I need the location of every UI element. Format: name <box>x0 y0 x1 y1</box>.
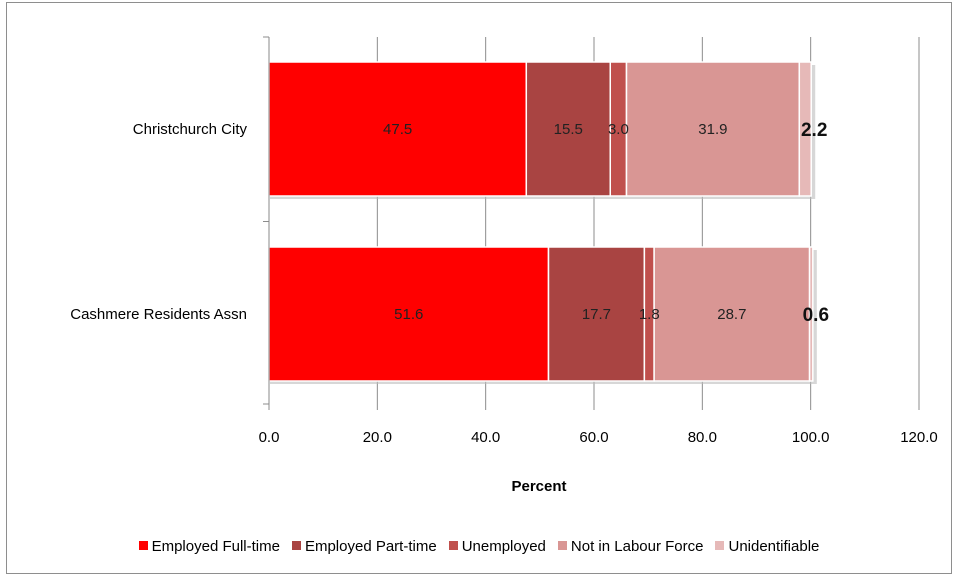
legend-label: Not in Labour Force <box>570 538 704 555</box>
data-label: 1.8 <box>639 306 660 323</box>
category-label: Cashmere Residents Assn <box>70 306 247 323</box>
legend-item: Employed Part-time <box>291 538 437 555</box>
bar-segment <box>808 246 814 382</box>
data-label: 15.5 <box>554 121 583 138</box>
x-tick-label: 40.0 <box>471 429 500 446</box>
data-label: 3.0 <box>608 121 629 138</box>
legend-label: Employed Full-time <box>151 538 280 555</box>
legend-label: Unidentifiable <box>728 538 820 555</box>
data-label: 2.2 <box>801 120 827 141</box>
bars <box>268 61 817 384</box>
legend-label: Unemployed <box>461 538 546 555</box>
legend-swatch <box>715 541 725 550</box>
legend-swatch <box>557 541 567 550</box>
bar-segment <box>798 61 812 197</box>
x-axis-title: Percent <box>511 478 566 495</box>
x-tick-label: 80.0 <box>688 429 717 446</box>
legend-swatch <box>138 541 148 550</box>
legend-item: Not in Labour Force <box>557 538 704 555</box>
data-label: 31.9 <box>698 121 727 138</box>
bar-segment <box>625 61 801 197</box>
x-tick-labels: 0.0 20.0 40.0 60.0 80.0 100.0 120.0 <box>259 429 938 446</box>
data-label: 0.6 <box>803 305 829 326</box>
legend-item: Employed Full-time <box>138 538 280 555</box>
legend-swatch <box>291 541 301 550</box>
data-label: 17.7 <box>582 306 611 323</box>
bar-segment <box>653 246 811 382</box>
legend: Employed Full-time Employed Part-time Unem… <box>0 538 958 555</box>
x-tick-label: 120.0 <box>900 429 938 446</box>
data-label: 51.6 <box>394 306 423 323</box>
bar-segment <box>547 246 646 382</box>
category-label: Christchurch City <box>133 121 248 138</box>
x-tick-label: 100.0 <box>792 429 830 446</box>
bar-segment <box>268 61 528 197</box>
x-tick-label: 0.0 <box>259 429 280 446</box>
legend-item: Unidentifiable <box>715 538 819 555</box>
x-tick-label: 60.0 <box>579 429 608 446</box>
data-label: 28.7 <box>717 306 746 323</box>
x-tick-label: 20.0 <box>363 429 392 446</box>
data-label: 47.5 <box>383 121 412 138</box>
bar-segment <box>268 246 550 382</box>
legend-label: Employed Part-time <box>304 538 437 555</box>
data-labels: 47.5 15.5 3.0 31.9 2.2 51.6 17.7 1.8 28.7 0.6 <box>383 120 829 326</box>
legend-item: Unemployed <box>448 538 546 555</box>
category-labels: Christchurch City Cashmere Residents Assn <box>70 121 247 323</box>
bar-segment <box>525 61 612 197</box>
legend-swatch <box>448 541 458 550</box>
